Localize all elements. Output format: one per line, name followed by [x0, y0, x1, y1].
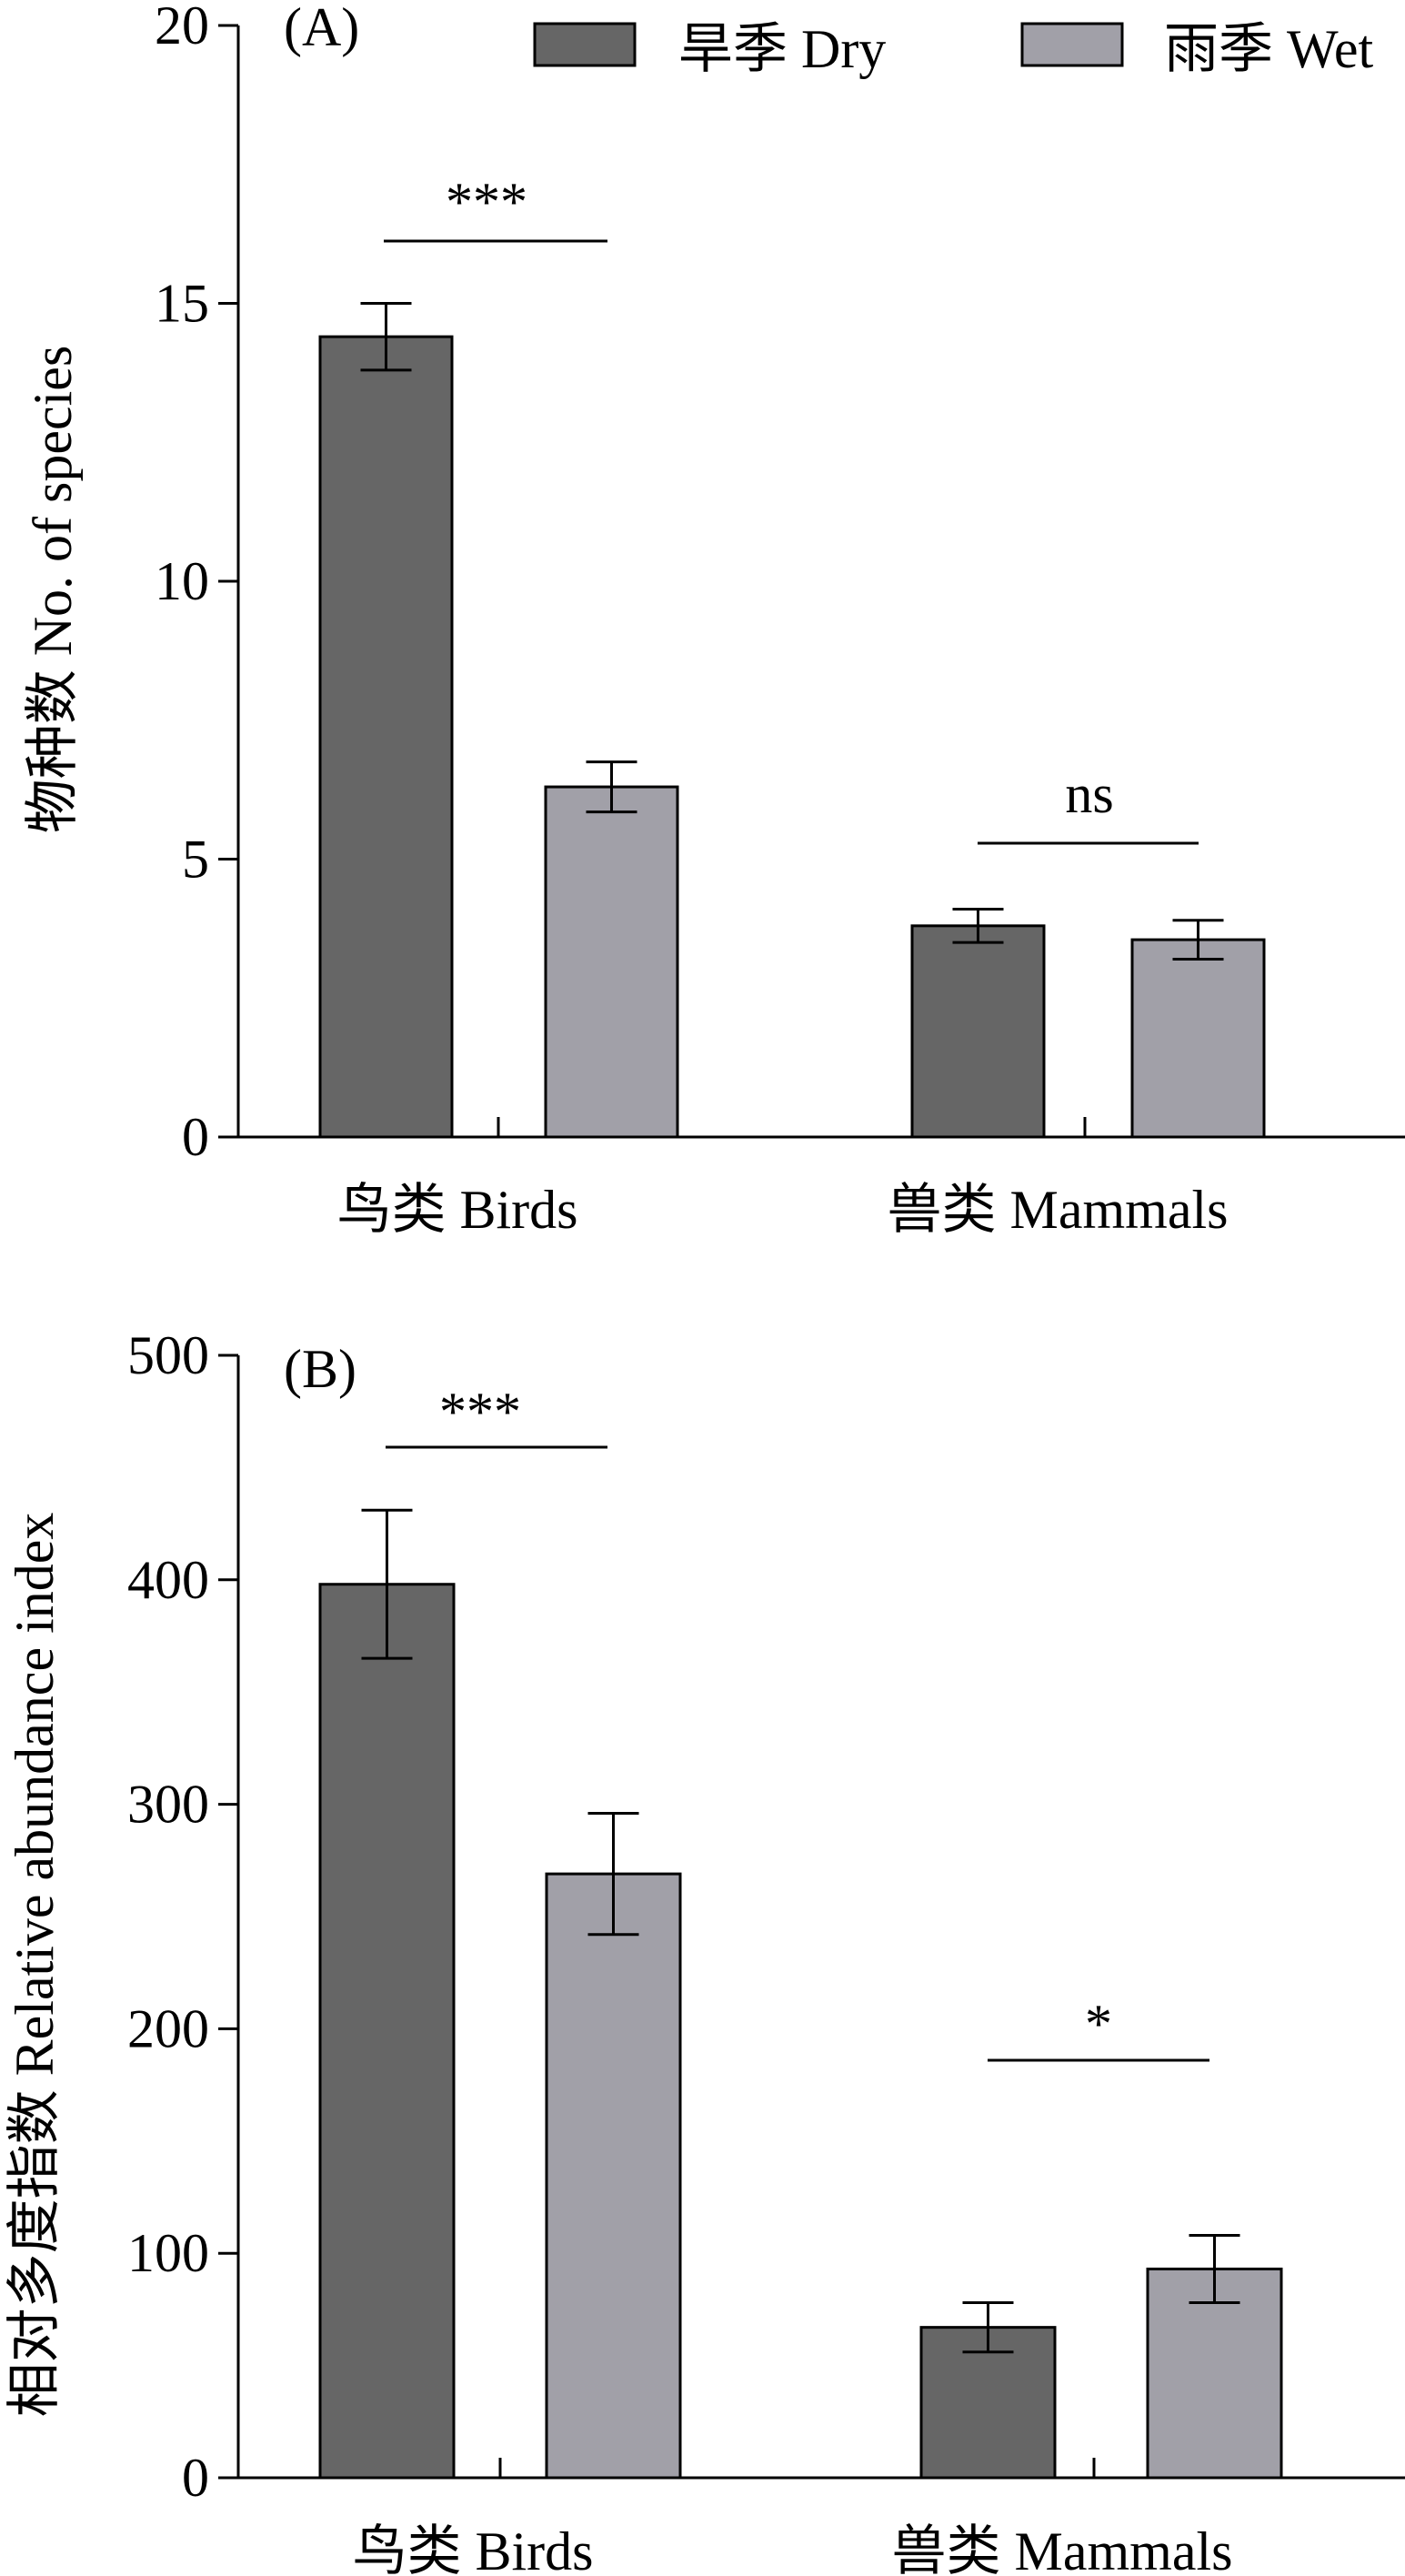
legend: 旱季 Dry 雨季 Wet: [533, 19, 1373, 79]
panel-b-error-bar-mammals-wet: [1189, 2233, 1240, 2304]
panel-a-y-tick-label: 20: [155, 0, 209, 55]
panel-a-bar-birds-dry: [318, 335, 454, 1139]
panel-a-y-tick-label: 5: [182, 830, 209, 890]
panel-b-y-tick-label: 400: [127, 1550, 209, 1610]
legend-label-wet: 雨季 Wet: [1164, 19, 1373, 79]
panel-a-y-tick-label: 10: [155, 551, 209, 611]
panel-a-error-bar-birds-dry: [360, 302, 412, 372]
panel-b-category-birds: 鸟类 Birds: [352, 2521, 593, 2576]
panel-b-y-tick-label: 500: [127, 1325, 209, 1385]
panel-b-error-bar-mammals-dry: [962, 2300, 1014, 2354]
panel-b-significance-birds: ***: [439, 1382, 521, 1442]
panel-a-error-bar-mammals-wet: [1172, 919, 1224, 961]
panel-a-error-bar-birds-wet: [586, 760, 637, 814]
panel-b-y-tick-label: 0: [182, 2448, 209, 2508]
panel-a-category-birds: 鸟类 Birds: [336, 1180, 577, 1240]
legend-swatch-dry: [533, 22, 637, 67]
panel-a-chart: (A) 物种数 No. of species 旱季 Dry 雨季 Wet 0 5 1…: [23, 0, 1405, 1240]
panel-b-error-bar-birds-wet: [587, 1811, 639, 1937]
panel-a-significance-mammals: ns: [1065, 764, 1113, 824]
panel-b-category-mammals: 兽类 Mammals: [892, 2521, 1233, 2576]
panel-b-y-tick-label: 200: [127, 1998, 209, 2058]
panel-a-significance-birds: ***: [446, 172, 527, 232]
panel-a-bar-mammals-dry: [910, 924, 1046, 1139]
panel-a-bar-mammals-wet: [1130, 938, 1266, 1139]
panel-a-y-tick-label: 0: [182, 1107, 209, 1167]
panel-b-chart: (B) 相对多度指数 Relative abundance index 0 100…: [5, 1325, 1405, 2576]
panel-a-bar-birds-wet: [544, 785, 679, 1139]
panel-b-y-tick-label: 300: [127, 1775, 209, 1835]
panel-a-category-mammals: 兽类 Mammals: [888, 1180, 1229, 1240]
panel-a-y-tick-label: 15: [155, 274, 209, 334]
panel-b-bars: [318, 1508, 1283, 2480]
panel-b-bar-birds-wet: [545, 1872, 682, 2480]
panel-b-bar-birds-dry: [318, 1583, 456, 2480]
panel-a-axes: 0 5 10 15 20: [155, 0, 1405, 1167]
panel-b-y-axis-label: 相对多度指数 Relative abundance index: [5, 1513, 65, 2418]
panel-b-error-bar-birds-dry: [361, 1508, 413, 1660]
panel-b-significance-mammals: *: [1085, 1994, 1112, 2054]
panel-a-y-axis-label: 物种数 No. of species: [23, 346, 83, 834]
panel-a-error-bar-mammals-dry: [952, 907, 1004, 944]
panel-b-label: (B): [284, 1339, 356, 1399]
legend-label-dry: 旱季 Dry: [678, 19, 886, 79]
legend-swatch-wet: [1020, 22, 1124, 67]
panel-a-label: (A): [284, 0, 359, 57]
panel-b-y-tick-label: 100: [127, 2223, 209, 2283]
panel-a-bars: [318, 302, 1266, 1139]
panel-b-axes: 0 100 200 300 400 500: [127, 1325, 1405, 2508]
